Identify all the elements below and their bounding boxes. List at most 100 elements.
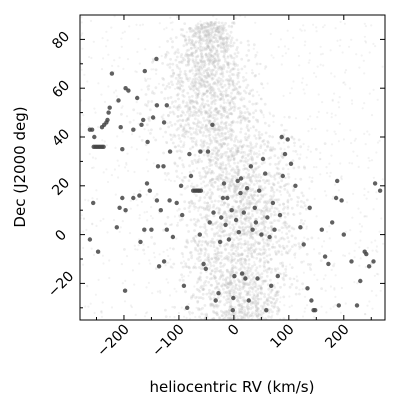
background-point [207,62,211,66]
background-point [233,265,237,269]
background-point [240,222,244,226]
background-point [174,145,178,149]
background-point [232,21,236,24]
background-point [241,150,244,154]
background-point [270,224,273,228]
background-point [142,248,146,252]
background-point [210,58,214,61]
background-point [210,37,213,41]
data-point [174,200,179,206]
background-point [217,288,221,291]
data-point [180,212,185,218]
background-point [233,230,237,234]
background-point [201,141,204,145]
background-point [224,115,228,119]
background-point [219,183,223,187]
background-point [206,205,210,209]
background-point [294,243,297,247]
background-point [285,244,289,248]
background-point [360,225,364,228]
data-point [280,173,285,179]
background-point [215,151,219,155]
background-point [206,256,210,260]
background-point [257,185,261,189]
background-point [248,269,252,273]
background-point [247,129,251,133]
background-point [216,27,220,31]
background-point [269,290,273,294]
background-point [174,87,177,90]
background-point [236,252,240,255]
data-point [293,183,298,188]
background-point [203,175,207,179]
background-point [253,194,256,197]
background-point [214,181,217,184]
background-point [203,231,207,234]
background-point [307,145,310,148]
background-point [194,73,198,76]
background-point [237,310,241,313]
background-point [230,25,234,29]
background-point [236,245,240,249]
background-point [292,227,296,231]
background-point [198,44,202,48]
background-point [230,91,233,95]
background-point [315,30,318,33]
background-point [259,186,263,189]
background-point [154,86,158,90]
background-point [254,304,258,308]
background-point [172,262,176,266]
background-point [230,97,234,101]
background-point [121,130,124,133]
background-point [203,215,207,219]
background-point [223,229,227,233]
background-point [233,88,237,91]
background-point [93,311,96,315]
background-point [215,206,219,210]
background-point [225,298,228,302]
background-point [204,248,208,252]
background-point [349,129,352,132]
background-point [298,64,301,67]
background-point [188,210,192,214]
background-point [225,313,229,317]
background-point [243,283,247,286]
background-point [268,198,272,202]
background-point [193,229,196,232]
background-point [120,263,123,266]
background-point [228,101,232,105]
background-point [213,81,217,84]
background-point [200,63,204,66]
background-point [222,98,226,102]
background-point [220,251,224,255]
background-point [234,271,238,275]
background-point [193,222,197,226]
background-point [321,101,324,104]
background-point [236,173,240,176]
background-point [234,62,238,66]
background-point [243,257,247,261]
background-point [270,232,273,236]
background-point [230,243,234,247]
background-point [226,63,230,67]
background-point [284,225,288,228]
background-point [320,287,323,290]
background-point [229,95,233,98]
background-point [216,187,220,191]
background-point [182,132,185,135]
background-point [364,313,367,316]
background-point [80,214,83,217]
background-point [224,41,228,44]
background-point [110,26,113,29]
background-point [239,202,243,205]
background-point [171,136,174,139]
background-point [195,257,199,261]
background-point [268,148,272,152]
background-point [164,222,167,226]
background-point [226,99,230,102]
background-point [193,32,196,36]
background-point [262,264,266,268]
background-point [288,249,291,253]
background-point [193,35,197,38]
background-point [241,197,245,201]
